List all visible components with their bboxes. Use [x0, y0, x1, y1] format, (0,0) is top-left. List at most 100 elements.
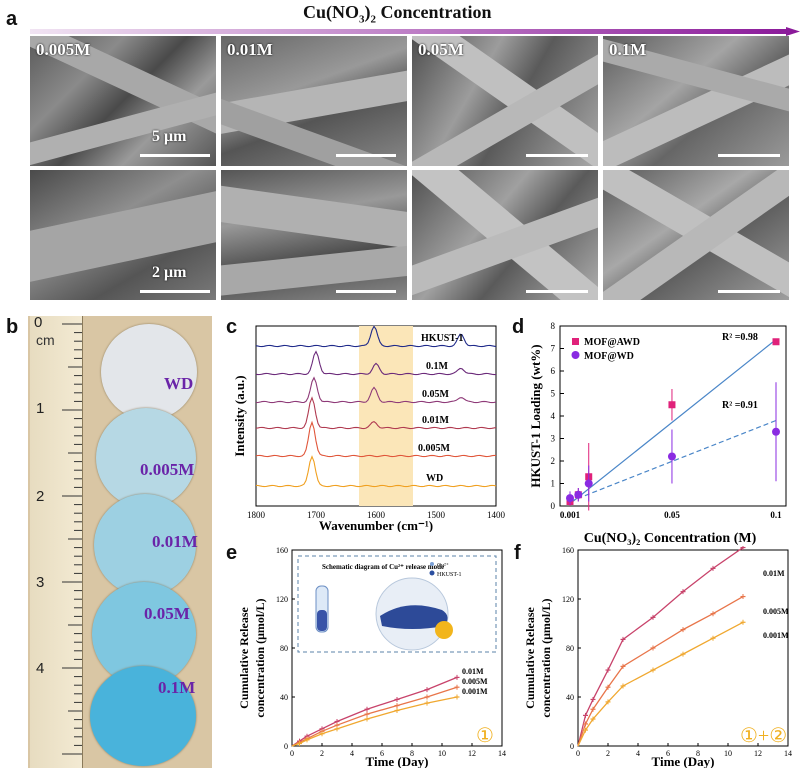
x-tick-label: 1500 [427, 510, 446, 520]
sem-label: 0.1M [609, 40, 647, 59]
ftir-trace [255, 325, 497, 348]
series-label: 0.001M [763, 631, 789, 640]
ftir-chart: Intensity (a.u.) Wavenumber (cm⁻¹) 1800 1… [232, 325, 506, 532]
legend-label: MOF@WD [584, 351, 634, 362]
disc-label: WD [164, 374, 194, 393]
inset-title: Schematic diagram of Cu²⁺ release mode [322, 563, 444, 571]
x-axis-label: Time (Day) [366, 754, 429, 768]
x-tick-label: 14 [784, 749, 792, 758]
x-tick-label: 1400 [487, 510, 506, 520]
trace-label: 0.01M [422, 415, 450, 426]
series-label: 0.001M [462, 687, 488, 696]
legend-marker-awd [572, 338, 579, 345]
x-tick-label: 0 [290, 749, 294, 758]
y-tick-label: 6 [551, 366, 556, 376]
x-axis-label: Cu(NO₃)₂ Concentration (M) [584, 531, 757, 546]
ftir-trace [255, 376, 497, 404]
ruler-number: 0 [34, 316, 43, 331]
photo-panel-b: cm 0 1 2 3 4 WD 0.005M 0.01M 0.05M 0.1M [28, 316, 212, 768]
sem-image-top-3: 0.05M [412, 36, 598, 166]
x-tick-label: 12 [754, 749, 762, 758]
gradient-arrow-icon [30, 27, 800, 36]
y-axis-label: Cumulative Release [523, 607, 537, 709]
y-tick-label: 80 [566, 644, 574, 653]
sample-disc [94, 494, 196, 596]
x-tick-label: 6 [380, 749, 384, 758]
y-tick-label: 80 [280, 644, 288, 653]
scale-bar [718, 290, 780, 293]
fit-line-wd [569, 419, 777, 503]
y-tick-label: 2 [551, 456, 556, 466]
panel-e-letter: e [226, 542, 238, 564]
loading-chart: 0 1 2 3 4 5 6 7 8 0.001 0.05 0.1 HKUST-1 Loading (w… [530, 321, 787, 546]
series-line [291, 696, 458, 747]
scale-bar [336, 290, 396, 293]
sem-image-top-4: 0.1M [603, 36, 789, 166]
series-line [577, 595, 744, 747]
sample-disc [101, 324, 197, 420]
cu-ion-icon [430, 562, 434, 566]
hkust-icon [429, 570, 435, 576]
mof-cluster-icon [380, 605, 448, 629]
y-tick-label: 7 [551, 344, 556, 354]
mode-label: ①+② [740, 725, 787, 747]
x-tick-label: 4 [636, 749, 640, 758]
sem-image-top-1: 0.005M [30, 36, 216, 166]
ftir-trace [255, 420, 497, 458]
x-tick-label: 10 [724, 749, 732, 758]
data-point [584, 479, 593, 488]
sem-label: 0.01M [227, 40, 273, 59]
x-axis-label: Time (Day) [652, 754, 715, 768]
sem-image-top-2: 0.01M [221, 36, 407, 166]
panel-d-letter: d [512, 316, 525, 338]
r2-awd: R² =0.98 [722, 332, 758, 343]
sem-image-bottom-1 [30, 170, 216, 300]
ruler: cm 0 1 2 3 4 [30, 316, 83, 768]
plot-frame [577, 549, 789, 747]
y-tick-label: 0 [551, 501, 556, 511]
x-tick-label: 2 [606, 749, 610, 758]
series-line [577, 547, 744, 747]
x-tick-label: 0 [576, 749, 580, 758]
y-axis-label: Intensity (a.u.) [232, 375, 247, 456]
series-label: 0.01M [462, 667, 484, 676]
disc-label: 0.1M [158, 678, 196, 697]
x-tick-label: 0.001 [560, 510, 581, 520]
fiber-end-icon [435, 621, 453, 639]
trace-label: WD [426, 473, 443, 484]
ruler-ticks [62, 323, 82, 755]
y-tick-label: 160 [562, 546, 574, 555]
y-tick-label: 40 [280, 693, 288, 702]
concentration-arrow [30, 24, 800, 36]
tube-liquid [317, 610, 327, 631]
sem-image-bottom-2 [221, 170, 407, 300]
ruler-number: 3 [36, 574, 45, 591]
y-axis-label: HKUST-1 Loading (wt%) [530, 344, 543, 487]
ftir-trace [255, 350, 497, 376]
y-tick-label: 4 [551, 411, 556, 421]
ftir-trace [255, 455, 497, 488]
x-tick-label: 6 [666, 749, 670, 758]
x-tick-label: 1700 [307, 510, 326, 520]
y-tick-label: 120 [276, 595, 288, 604]
x-tick-label: 1800 [247, 510, 266, 520]
scale-bar [526, 290, 588, 293]
x-tick-label: 0.1 [770, 510, 782, 520]
trace-label: 0.05M [422, 389, 450, 400]
panel-a-letter: a [6, 8, 18, 30]
sem-label: 0.005M [36, 40, 91, 59]
data-point [772, 427, 780, 436]
data-point [574, 490, 583, 499]
x-tick-label: 4 [350, 749, 354, 758]
ruler-number: 1 [36, 400, 45, 417]
x-tick-label: 10 [438, 749, 446, 758]
x-tick-label: 1600 [367, 510, 386, 520]
inset-legend: Cu²⁺ [437, 562, 449, 569]
scale-bar [526, 154, 588, 157]
y-tick-label: 120 [562, 595, 574, 604]
disc-label: 0.05M [144, 604, 190, 623]
fit-line-awd [569, 339, 777, 505]
highlight-band [359, 326, 413, 506]
y-tick-label: 1 [551, 479, 556, 489]
panel-f-letter: f [514, 542, 521, 564]
